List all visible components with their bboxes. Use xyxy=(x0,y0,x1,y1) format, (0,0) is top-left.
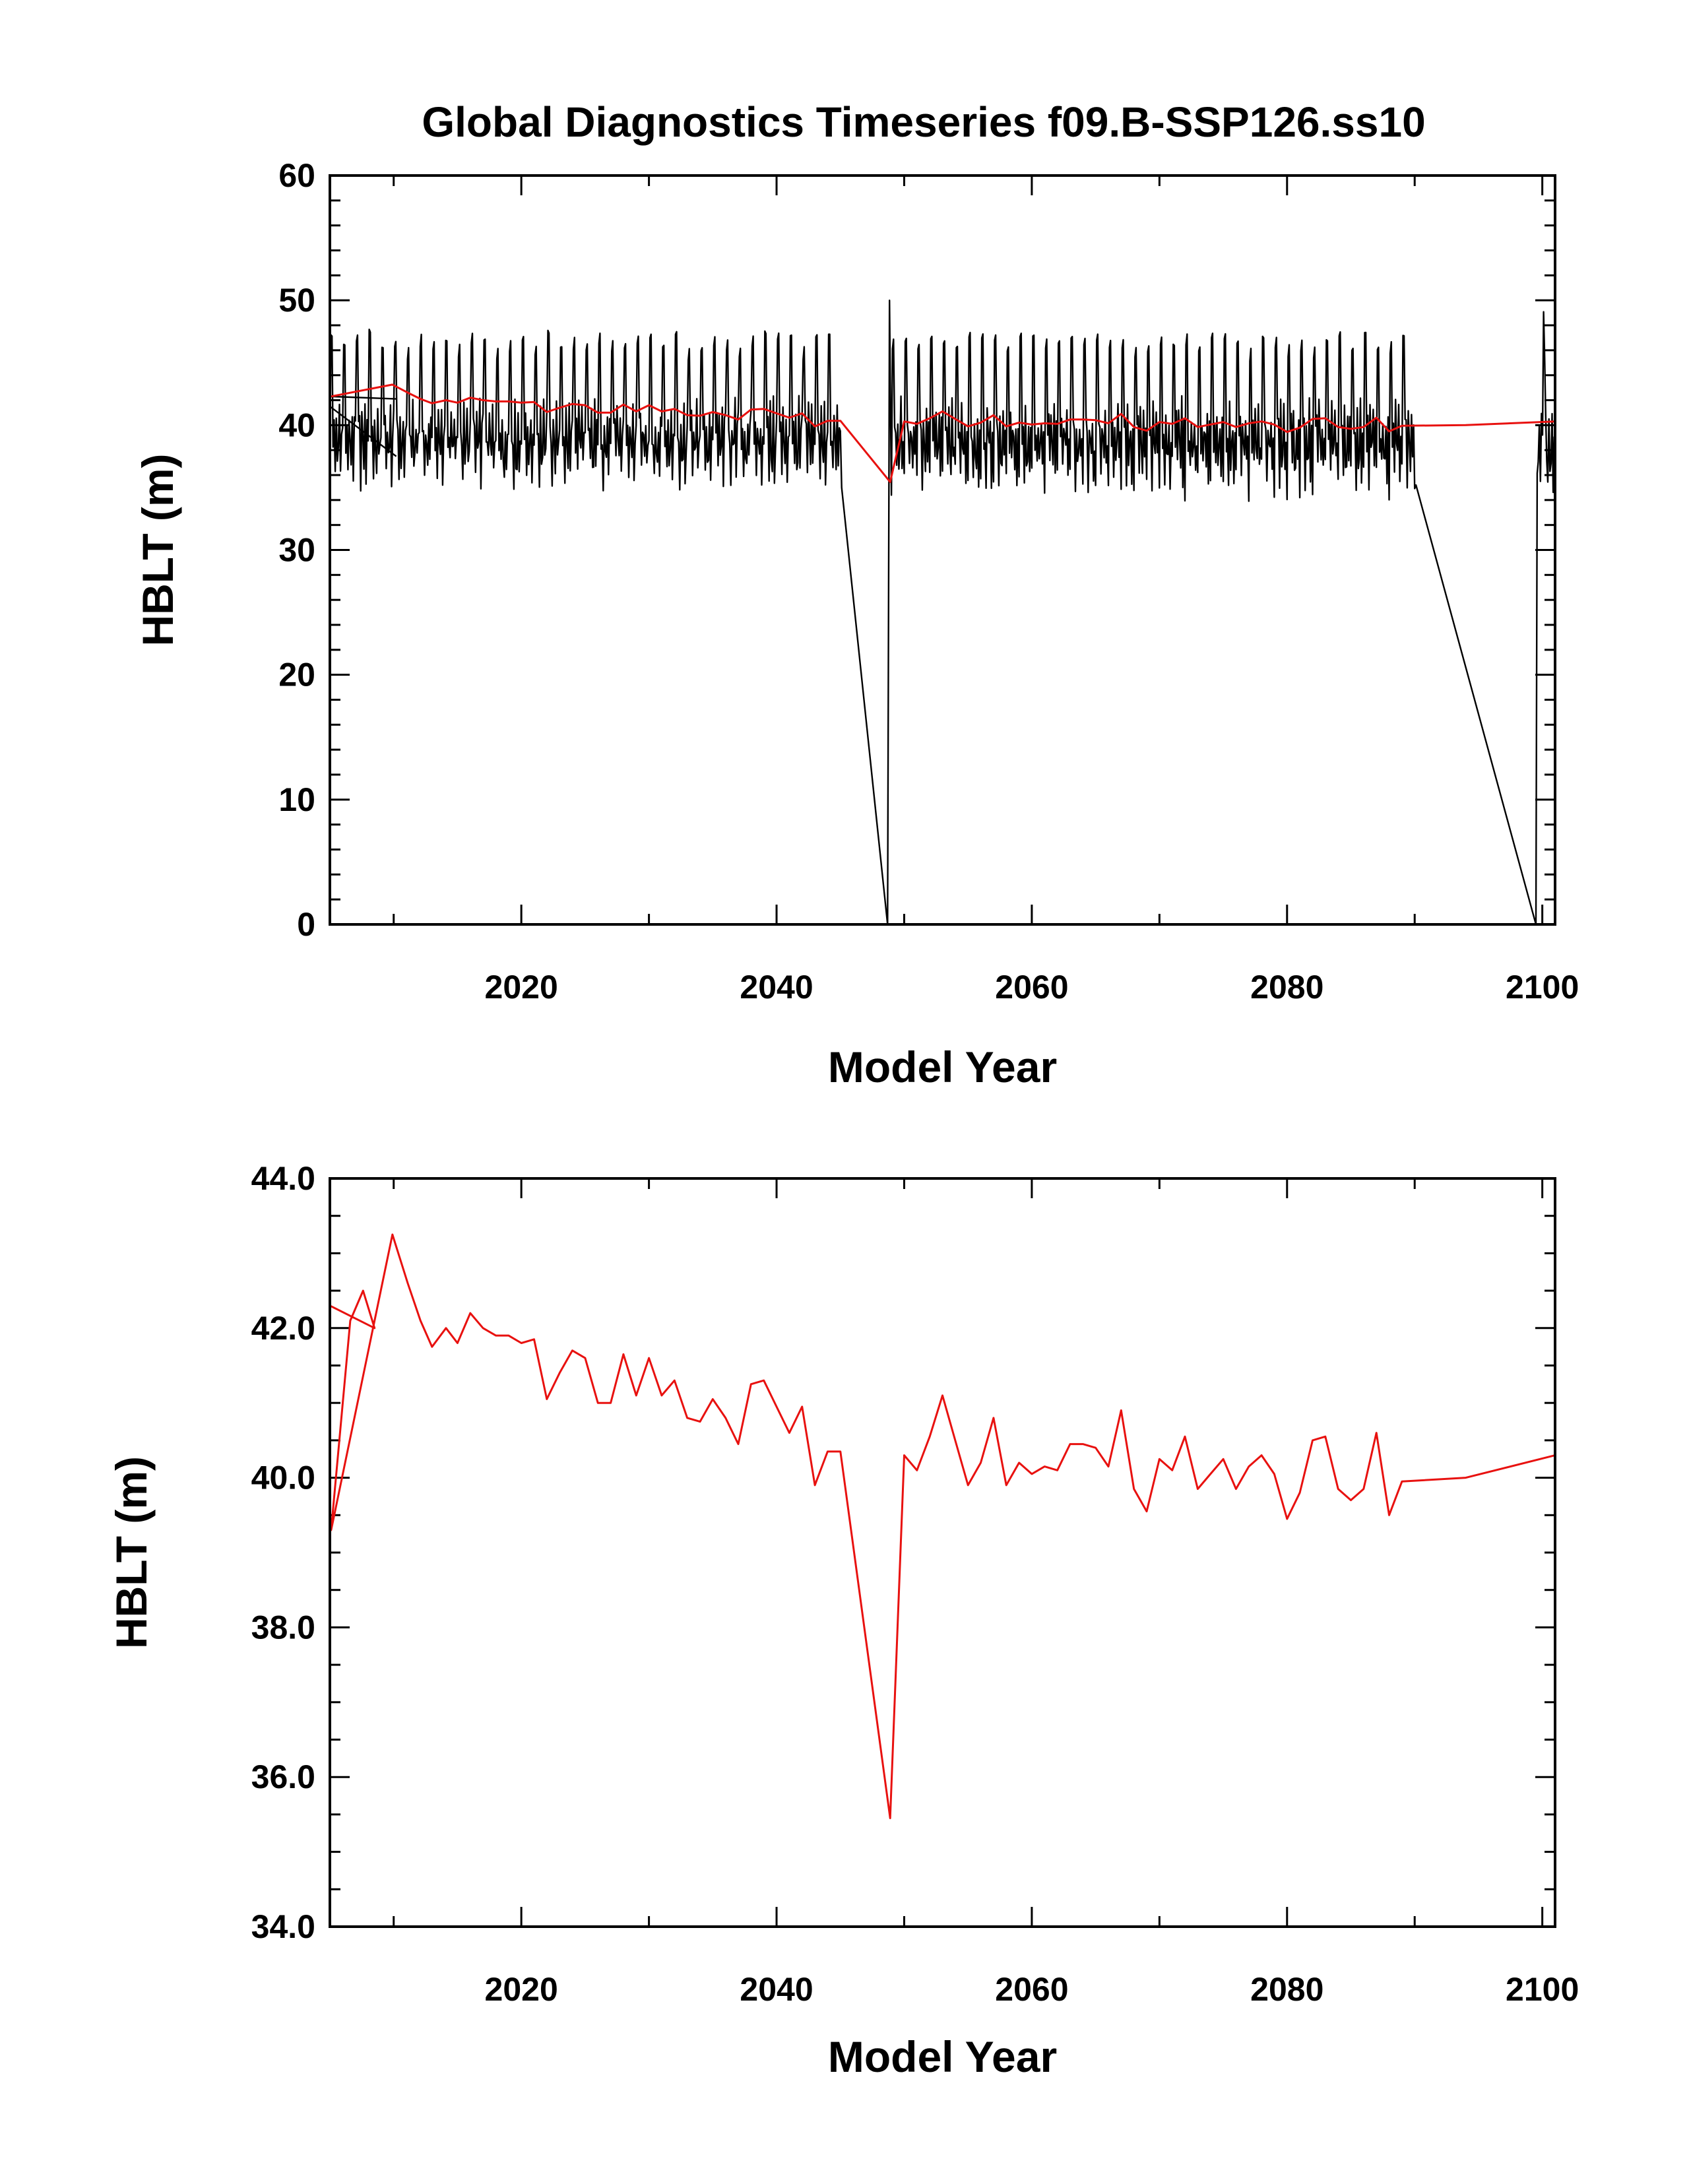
y-axis-title: HBLT (m) xyxy=(133,453,182,646)
series-line xyxy=(329,300,1555,926)
x-tick-label: 2060 xyxy=(995,969,1068,1006)
chart-title: Global Diagnostics Timeseries f09.B-SSP1… xyxy=(422,98,1425,146)
y-tick-label: 34.0 xyxy=(251,1908,315,1945)
series-line xyxy=(329,395,397,400)
x-tick-label: 2080 xyxy=(1250,969,1323,1006)
y-tick-label: 38.0 xyxy=(251,1609,315,1646)
series-annual-mean xyxy=(329,1233,1556,1820)
chart-bottom: 2020 2040 2060 2080 2100 34.0 36.0 38.0 40.0 42.… xyxy=(107,1160,1579,2081)
y-tick-label: 50 xyxy=(278,282,315,319)
x-tick-labels: 2020 2040 2060 2080 2100 xyxy=(485,969,1579,1006)
x-tick-label: 2040 xyxy=(740,969,813,1006)
plot-frame xyxy=(329,174,1556,926)
series-annual-mean xyxy=(331,383,1556,483)
y-tick-labels: 34.0 36.0 38.0 40.0 42.0 44.0 xyxy=(251,1160,315,1945)
x-tick-label: 2060 xyxy=(995,1971,1068,2008)
x-tick-label: 2100 xyxy=(1506,1971,1579,2008)
y-tick-label: 44.0 xyxy=(251,1160,315,1197)
y-tick-label: 30 xyxy=(278,532,315,569)
y-axis-title: HBLT (m) xyxy=(107,1456,156,1649)
y-tick-label: 40.0 xyxy=(251,1460,315,1496)
x-tick-label: 2100 xyxy=(1506,969,1579,1006)
series-line xyxy=(329,1233,1556,1820)
x-tick-label: 2020 xyxy=(485,969,558,1006)
axis-ticks xyxy=(330,1177,1555,1928)
x-axis-title: Model Year xyxy=(828,2032,1057,2081)
series-line xyxy=(331,383,1556,483)
y-tick-label: 10 xyxy=(278,781,315,818)
plot-frame xyxy=(329,1177,1556,1928)
x-axis-title: Model Year xyxy=(828,1043,1057,1091)
y-tick-label: 20 xyxy=(278,657,315,693)
y-tick-label: 0 xyxy=(297,906,315,943)
y-tick-label: 36.0 xyxy=(251,1758,315,1795)
y-tick-label: 40 xyxy=(278,406,315,443)
x-tick-labels: 2020 2040 2060 2080 2100 xyxy=(485,1971,1579,2008)
chart-top: 2020 2040 2060 2080 2100 0 10 20 30 40 50 60 Model… xyxy=(133,157,1579,1091)
y-tick-labels: 0 10 20 30 40 50 60 xyxy=(278,157,315,943)
y-tick-label: 60 xyxy=(278,157,315,194)
series-monthly xyxy=(329,300,1555,926)
axis-ticks xyxy=(330,174,1555,926)
x-tick-label: 2080 xyxy=(1250,1971,1323,2008)
x-tick-label: 2040 xyxy=(740,1971,813,2008)
x-tick-label: 2020 xyxy=(485,1971,558,2008)
y-tick-label: 42.0 xyxy=(251,1310,315,1347)
